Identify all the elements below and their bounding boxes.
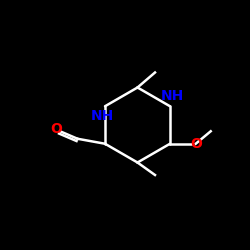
- Text: NH: NH: [161, 89, 184, 103]
- Text: NH: NH: [91, 109, 114, 123]
- Text: O: O: [50, 122, 62, 136]
- Text: O: O: [190, 137, 202, 151]
